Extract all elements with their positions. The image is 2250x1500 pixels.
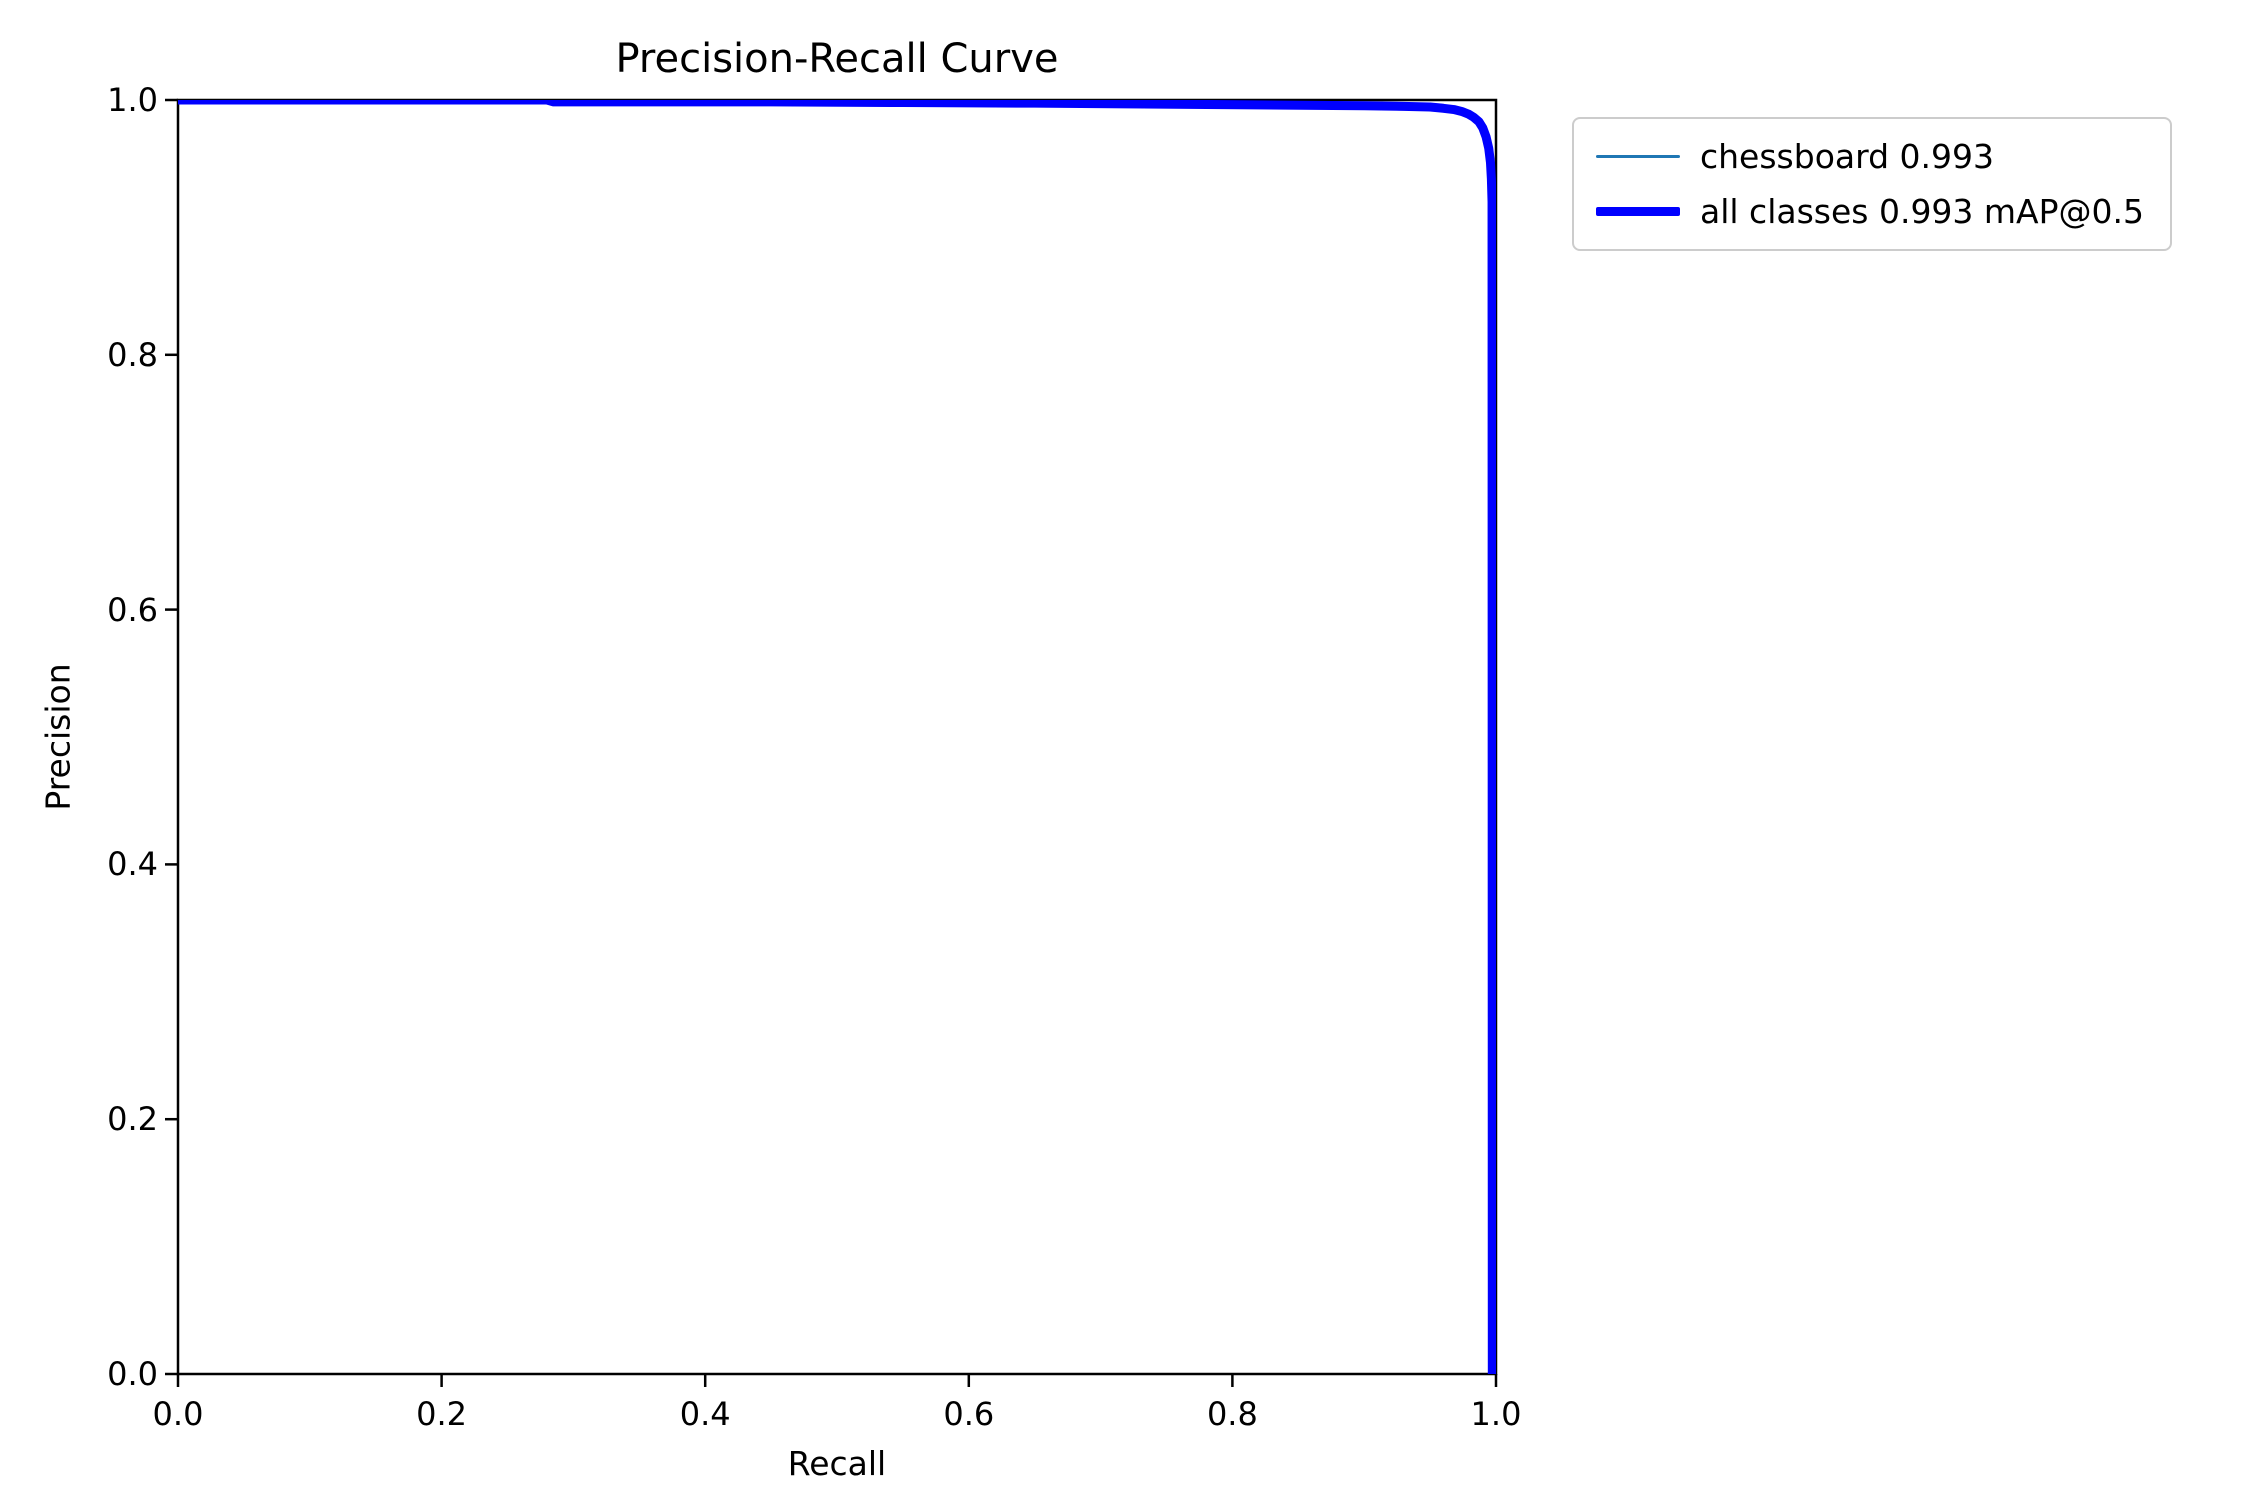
y-tick-label: 0.4 bbox=[107, 845, 158, 884]
x-tick-label: 0.0 bbox=[152, 1395, 204, 1433]
legend-line-all-classes bbox=[1596, 207, 1680, 216]
legend-line-chessboard bbox=[1596, 155, 1680, 158]
x-tick-label: 0.6 bbox=[943, 1395, 995, 1433]
y-tick-label: 1.0 bbox=[107, 81, 158, 119]
y-tick-label: 0.8 bbox=[107, 335, 158, 374]
x-tick-label: 0.8 bbox=[1206, 1395, 1258, 1433]
pr-curve-svg bbox=[165, 98, 1498, 1387]
x-tick-label: 1.0 bbox=[1470, 1395, 1522, 1433]
legend: chessboard 0.993 all classes 0.993 mAP@0… bbox=[1572, 117, 2173, 251]
series-line-chessboard bbox=[178, 100, 1494, 1374]
x-axis-label: Recall bbox=[787, 1444, 887, 1483]
legend-label-chessboard: chessboard 0.993 bbox=[1700, 137, 1995, 176]
y-tick-label: 0.6 bbox=[107, 590, 158, 629]
y-tick-label: 0.2 bbox=[107, 1100, 158, 1139]
legend-label-all-classes: all classes 0.993 mAP@0.5 bbox=[1700, 192, 2145, 231]
legend-item-chessboard: chessboard 0.993 bbox=[1596, 137, 2144, 176]
axes-frame bbox=[176, 98, 1498, 1376]
tick-marks bbox=[165, 98, 1498, 1387]
chart-title: Precision-Recall Curve bbox=[615, 36, 1059, 82]
y-axis-label: Precision bbox=[38, 663, 78, 811]
plot-area bbox=[165, 98, 1498, 1387]
series-line-all bbox=[178, 100, 1496, 1374]
legend-item-all-classes: all classes 0.993 mAP@0.5 bbox=[1596, 192, 2144, 231]
x-tick-label: 0.4 bbox=[679, 1395, 731, 1433]
y-tick-label: 0.0 bbox=[107, 1355, 158, 1393]
x-tick-label: 0.2 bbox=[416, 1395, 468, 1433]
